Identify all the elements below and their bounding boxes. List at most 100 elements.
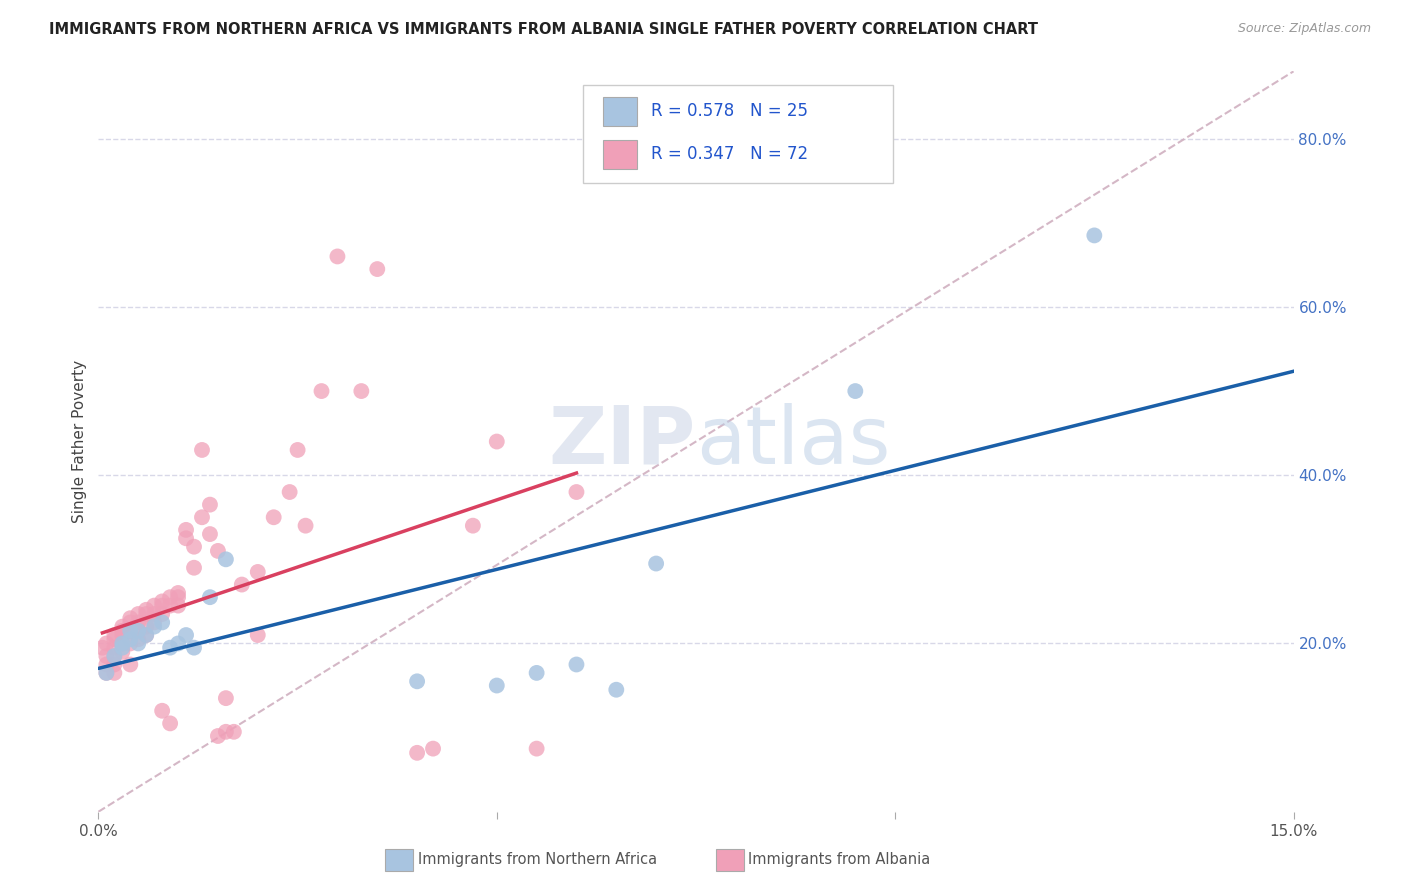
- Point: [222, 724, 245, 739]
- Point: [143, 615, 166, 630]
- Point: [287, 442, 309, 457]
- Text: atlas: atlas: [696, 402, 890, 481]
- Text: Source: ZipAtlas.com: Source: ZipAtlas.com: [1237, 22, 1371, 36]
- Point: [111, 640, 134, 655]
- Point: [1083, 228, 1105, 243]
- Point: [326, 249, 349, 264]
- Text: IMMIGRANTS FROM NORTHERN AFRICA VS IMMIGRANTS FROM ALBANIA SINGLE FATHER POVERTY: IMMIGRANTS FROM NORTHERN AFRICA VS IMMIG…: [49, 22, 1038, 37]
- Point: [111, 636, 134, 650]
- Point: [127, 624, 149, 638]
- Point: [120, 624, 142, 638]
- Point: [103, 632, 125, 647]
- Point: [150, 599, 173, 613]
- Point: [406, 674, 429, 689]
- Point: [461, 518, 484, 533]
- Point: [198, 498, 221, 512]
- Point: [127, 615, 149, 630]
- Point: [150, 594, 173, 608]
- Point: [294, 518, 316, 533]
- Point: [96, 665, 118, 680]
- Point: [167, 586, 190, 600]
- Point: [485, 679, 508, 693]
- Point: [120, 636, 142, 650]
- Point: [103, 649, 125, 664]
- Point: [183, 560, 205, 574]
- Point: [183, 540, 205, 554]
- Text: Immigrants from Albania: Immigrants from Albania: [748, 853, 931, 867]
- Point: [159, 640, 181, 655]
- Point: [207, 729, 229, 743]
- Point: [174, 523, 197, 537]
- Point: [215, 691, 238, 706]
- Point: [565, 485, 588, 500]
- Point: [174, 531, 197, 545]
- Point: [159, 716, 181, 731]
- Point: [159, 599, 181, 613]
- Point: [246, 628, 269, 642]
- Point: [96, 665, 118, 680]
- Point: [103, 665, 125, 680]
- Point: [159, 590, 181, 604]
- Point: [120, 657, 142, 672]
- Point: [167, 636, 190, 650]
- Point: [231, 577, 253, 591]
- Point: [183, 640, 205, 655]
- Point: [485, 434, 508, 449]
- Point: [246, 565, 269, 579]
- Point: [406, 746, 429, 760]
- Point: [135, 628, 157, 642]
- Point: [605, 682, 627, 697]
- Point: [91, 640, 114, 655]
- Point: [366, 262, 388, 277]
- Point: [207, 544, 229, 558]
- Point: [135, 607, 157, 621]
- Point: [127, 636, 149, 650]
- Point: [127, 607, 149, 621]
- Point: [422, 741, 444, 756]
- Point: [111, 624, 134, 638]
- Point: [215, 552, 238, 566]
- Text: R = 0.578   N = 25: R = 0.578 N = 25: [651, 103, 808, 120]
- Point: [96, 636, 118, 650]
- Point: [311, 384, 333, 398]
- Point: [844, 384, 866, 398]
- Point: [526, 665, 548, 680]
- Point: [350, 384, 373, 398]
- Point: [143, 599, 166, 613]
- Point: [120, 615, 142, 630]
- Point: [565, 657, 588, 672]
- Text: Immigrants from Northern Africa: Immigrants from Northern Africa: [418, 853, 657, 867]
- Point: [120, 632, 142, 647]
- Point: [135, 619, 157, 633]
- Point: [263, 510, 285, 524]
- Point: [150, 704, 173, 718]
- Point: [111, 636, 134, 650]
- Point: [111, 619, 134, 633]
- Point: [120, 624, 142, 638]
- Point: [135, 628, 157, 642]
- Point: [120, 611, 142, 625]
- Point: [191, 442, 214, 457]
- Text: ZIP: ZIP: [548, 402, 696, 481]
- Point: [150, 615, 173, 630]
- Point: [143, 619, 166, 633]
- Point: [103, 649, 125, 664]
- Point: [103, 628, 125, 642]
- Point: [127, 624, 149, 638]
- Point: [198, 590, 221, 604]
- Point: [96, 649, 118, 664]
- Point: [127, 632, 149, 647]
- Point: [150, 607, 173, 621]
- Point: [174, 628, 197, 642]
- Point: [103, 640, 125, 655]
- Point: [103, 657, 125, 672]
- Text: R = 0.347   N = 72: R = 0.347 N = 72: [651, 145, 808, 163]
- Point: [191, 510, 214, 524]
- Point: [278, 485, 301, 500]
- Point: [198, 527, 221, 541]
- Point: [143, 607, 166, 621]
- Point: [96, 657, 118, 672]
- Y-axis label: Single Father Poverty: Single Father Poverty: [72, 360, 87, 523]
- Point: [526, 741, 548, 756]
- Point: [167, 599, 190, 613]
